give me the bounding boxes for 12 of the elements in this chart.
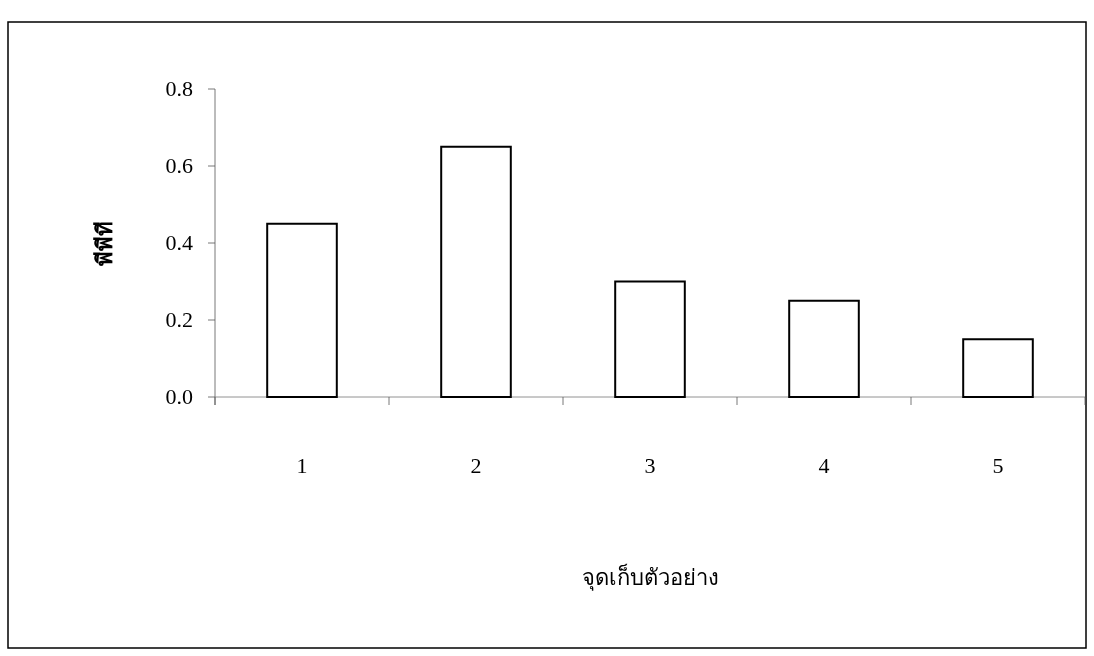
x-tick-label: 2 bbox=[470, 453, 482, 478]
x-tick-label: 1 bbox=[296, 453, 308, 478]
y-tick-label: 0.6 bbox=[165, 153, 193, 178]
y-tick-label: 0.2 bbox=[165, 307, 193, 332]
x-tick-label: 4 bbox=[818, 453, 830, 478]
y-tick-label: 0.4 bbox=[165, 230, 193, 255]
x-tick-label: 5 bbox=[992, 453, 1004, 478]
y-axis-title: พีพีที bbox=[92, 220, 117, 266]
x-axis-title: จุดเก็บตัวอย่าง bbox=[581, 563, 719, 591]
y-tick-label: 0.0 bbox=[165, 384, 193, 409]
x-tick-label: 3 bbox=[644, 453, 656, 478]
y-tick-label: 0.8 bbox=[165, 76, 193, 101]
